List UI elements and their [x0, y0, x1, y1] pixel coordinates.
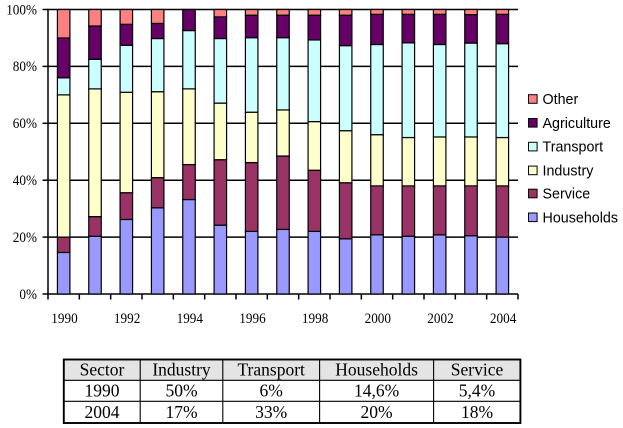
svg-text:80%: 80% — [13, 59, 37, 75]
svg-text:14,6%: 14,6% — [354, 381, 399, 401]
svg-text:1994: 1994 — [177, 311, 204, 327]
svg-text:2004: 2004 — [85, 402, 120, 422]
svg-text:5,4%: 5,4% — [459, 381, 495, 401]
svg-text:20%: 20% — [361, 402, 393, 422]
svg-text:2000: 2000 — [365, 311, 391, 327]
svg-text:Transport: Transport — [237, 360, 305, 380]
svg-text:50%: 50% — [165, 381, 197, 401]
svg-text:20%: 20% — [13, 230, 37, 246]
svg-text:1990: 1990 — [85, 381, 120, 401]
svg-text:17%: 17% — [165, 402, 197, 422]
svg-text:40%: 40% — [13, 173, 37, 189]
svg-text:2004: 2004 — [490, 311, 517, 327]
svg-text:Other: Other — [543, 92, 579, 108]
svg-text:1998: 1998 — [302, 311, 328, 327]
svg-text:33%: 33% — [255, 402, 287, 422]
svg-text:Agriculture: Agriculture — [543, 116, 611, 132]
svg-text:1996: 1996 — [239, 311, 266, 327]
svg-text:1992: 1992 — [114, 311, 140, 327]
svg-text:Industry: Industry — [543, 163, 595, 179]
svg-text:Households: Households — [543, 210, 619, 226]
svg-text:100%: 100% — [6, 2, 37, 18]
svg-text:Service: Service — [451, 360, 504, 380]
svg-text:Households: Households — [335, 360, 418, 380]
svg-text:Industry: Industry — [152, 360, 211, 380]
svg-text:6%: 6% — [260, 381, 283, 401]
svg-text:1990: 1990 — [51, 311, 77, 327]
svg-text:Sector: Sector — [80, 360, 125, 380]
svg-text:Transport: Transport — [543, 140, 604, 156]
svg-text:2002: 2002 — [427, 311, 453, 327]
svg-text:0%: 0% — [19, 287, 37, 303]
svg-text:18%: 18% — [461, 402, 493, 422]
svg-text:Service: Service — [543, 187, 591, 203]
svg-text:60%: 60% — [13, 116, 37, 132]
